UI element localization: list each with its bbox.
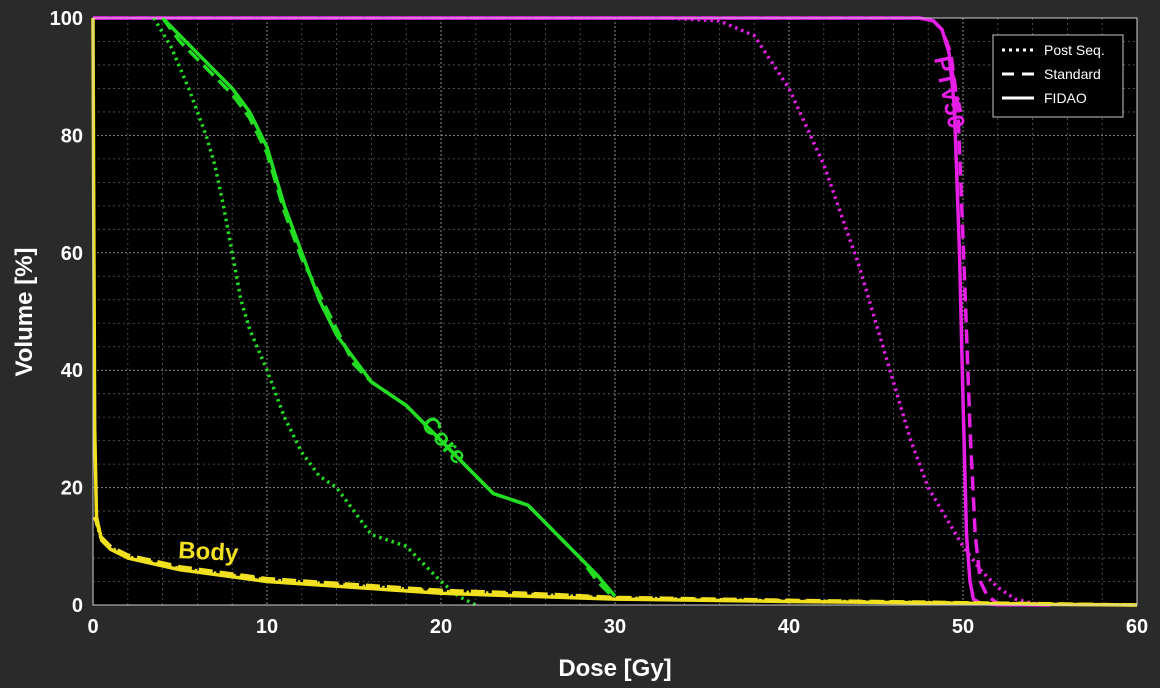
series-ptv50-standard — [93, 16, 1051, 607]
y-tick-label: 20 — [61, 478, 83, 500]
x-tick-label: 60 — [1126, 616, 1148, 638]
x-axis-label: Dose [Gy] — [558, 655, 671, 682]
plot-frame — [92, 17, 1138, 606]
y-tick-label: 60 — [61, 243, 83, 265]
annotation-body: Body — [178, 537, 240, 567]
y-axis-label: Volume [%] — [11, 248, 38, 377]
legend-label-fidao: FIDAO — [1044, 90, 1087, 106]
series-body-post-seq — [93, 516, 1138, 607]
legend-label-standard: Standard — [1044, 66, 1101, 82]
legend: Post Seq. Standard FIDAO — [992, 34, 1124, 118]
y-tick-label: 100 — [50, 8, 83, 30]
y-tick-label: 80 — [61, 125, 83, 147]
y-tick-label: 0 — [72, 595, 83, 617]
x-axis-ticks: 0 10 20 30 40 50 60 — [87, 616, 1148, 638]
legend-box — [992, 34, 1124, 118]
y-axis-ticks: 0 20 40 60 80 100 — [50, 8, 83, 617]
x-tick-label: 40 — [778, 616, 800, 638]
x-tick-label: 50 — [952, 616, 974, 638]
series-ptv50-post-seq — [93, 16, 1051, 607]
series-core-standard — [161, 16, 617, 601]
x-tick-label: 0 — [87, 616, 98, 638]
legend-label-post-seq: Post Seq. — [1044, 42, 1105, 58]
y-tick-label: 40 — [61, 360, 83, 382]
x-tick-label: 20 — [430, 616, 452, 638]
x-tick-label: 10 — [256, 616, 278, 638]
x-tick-label: 30 — [604, 616, 626, 638]
series-core-post-seq — [152, 17, 477, 607]
series-layer — [91, 16, 1138, 607]
